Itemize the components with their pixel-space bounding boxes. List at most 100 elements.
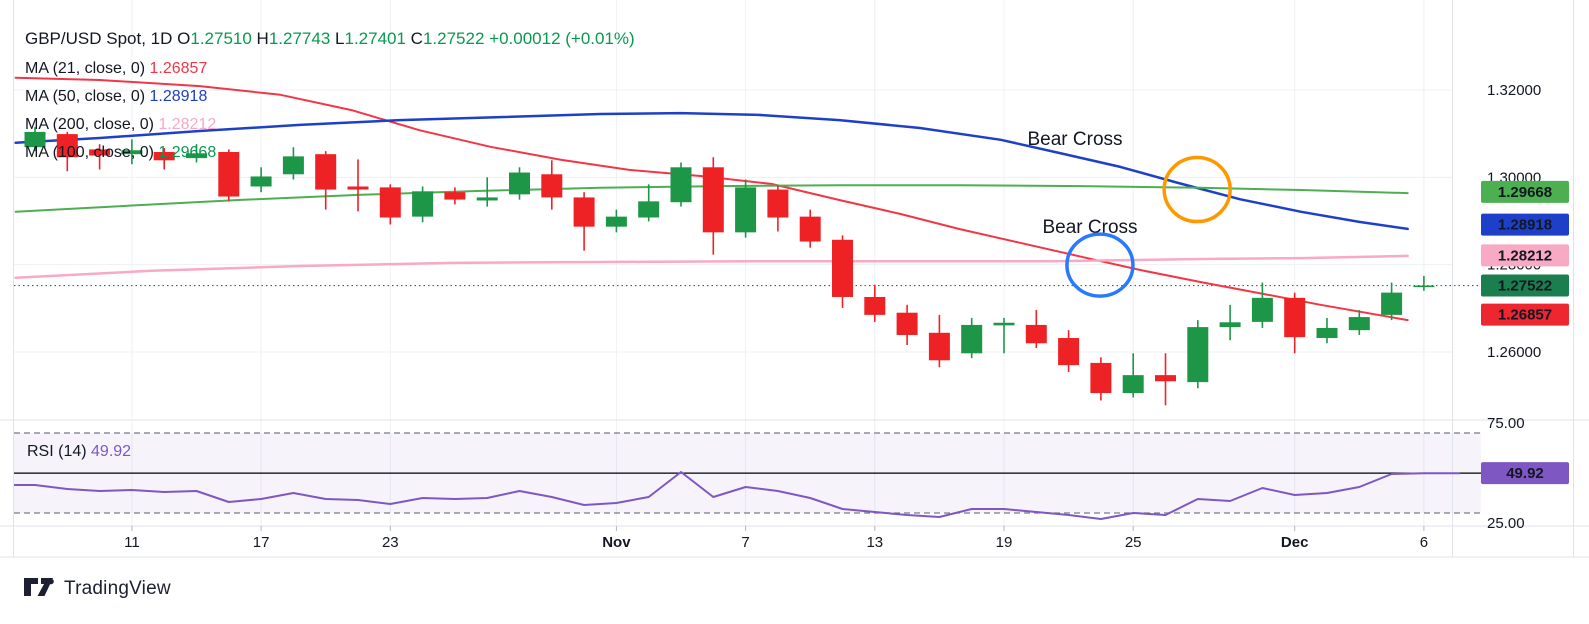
candle <box>767 185 789 232</box>
ma-legend-row[interactable]: MA (200, close, 0) 1.28212 <box>25 116 216 133</box>
tradingview-logo[interactable]: TradingView <box>24 578 171 599</box>
candle-body <box>1155 375 1176 382</box>
ma-line-ma200 <box>14 254 1409 280</box>
candle <box>476 177 498 207</box>
price-badge-bg <box>1481 244 1569 267</box>
candle-body <box>153 152 175 161</box>
price-scale[interactable]: 1.320001.300001.280001.2600075.0025.001.… <box>1481 82 1569 532</box>
time-axis-label[interactable]: Dec <box>1281 534 1309 551</box>
candle-body <box>1348 317 1370 331</box>
candle <box>1122 353 1144 398</box>
bear-cross-orange-circle[interactable] <box>1162 155 1232 224</box>
bear-cross-blue-circle[interactable] <box>1065 232 1135 298</box>
time-axis-label[interactable]: 25 <box>1125 534 1142 551</box>
candle-body <box>638 201 660 218</box>
price-badge-bg <box>1481 303 1569 326</box>
candle-body <box>799 216 821 242</box>
bear-cross-label-blue[interactable]: Bear Cross <box>1042 217 1137 238</box>
time-axis-label[interactable]: 11 <box>124 534 140 551</box>
candle <box>605 209 627 233</box>
price-badge-bg <box>1481 213 1569 236</box>
candle <box>832 235 853 308</box>
symbol-title[interactable]: GBP/USD Spot, 1D O1.27510 H1.27743 L1.27… <box>25 29 635 48</box>
price-badge-value: 1.27522 <box>1498 278 1552 295</box>
candle-body <box>379 187 401 218</box>
candle <box>509 167 530 200</box>
time-axis-label[interactable]: 6 <box>1420 534 1428 551</box>
candle <box>153 148 175 170</box>
candle <box>670 162 692 207</box>
candle <box>1316 317 1338 344</box>
candle <box>1058 330 1080 373</box>
candle-body <box>347 186 369 190</box>
candle-body <box>767 189 789 218</box>
price-axis-label: 1.26000 <box>1487 344 1541 361</box>
candle <box>379 184 401 225</box>
rsi-badge-bg <box>1481 462 1569 485</box>
candle <box>89 144 111 170</box>
price-badge: 1.28212 <box>1481 244 1569 267</box>
candle-body <box>89 149 111 156</box>
annotations[interactable]: Bear Cross Bear Cross <box>1027 129 1232 298</box>
rsi-indicator-label[interactable]: RSI (14) 49.92 <box>27 443 131 460</box>
time-axis-label[interactable]: 19 <box>996 534 1013 551</box>
candle <box>961 317 983 359</box>
candle <box>1381 282 1403 321</box>
candle-body <box>218 152 240 197</box>
time-axis-label[interactable]: 23 <box>382 534 399 551</box>
candle <box>282 147 304 180</box>
brand-wordmark: TradingView <box>64 578 171 599</box>
candle <box>56 131 78 172</box>
candle <box>1219 304 1241 341</box>
candle-body <box>605 216 627 227</box>
time-scale[interactable]: 11 17 23 Nov 7 13 19 25 Dec 6 <box>124 526 1428 551</box>
candle <box>1251 282 1273 328</box>
pane-separators <box>0 0 1589 558</box>
candle <box>1413 275 1435 291</box>
time-axis-label[interactable]: 13 <box>866 534 883 551</box>
candle-body <box>1090 362 1112 394</box>
candle-body <box>670 167 692 203</box>
price-series[interactable] <box>14 76 1481 406</box>
price-axis-label: 1.32000 <box>1487 82 1541 99</box>
candle-body <box>476 197 498 201</box>
candle-body <box>1316 327 1338 339</box>
candle <box>1155 353 1176 406</box>
price-badge-value: 1.28212 <box>1498 247 1552 264</box>
candle-body <box>1251 297 1273 322</box>
time-axis-label[interactable]: Nov <box>602 534 631 551</box>
rsi-series[interactable] <box>14 471 1460 520</box>
candle-body <box>1284 297 1306 338</box>
rsi-axis-label: 75.00 <box>1487 415 1525 432</box>
legend[interactable]: GBP/USD Spot, 1D O1.27510 H1.27743 L1.27… <box>25 29 635 460</box>
candle <box>218 149 240 202</box>
candle-body <box>864 296 886 315</box>
ma-legend-row[interactable]: MA (100, close, 0) 1.29668 <box>25 144 216 161</box>
candle <box>541 160 563 210</box>
time-axis-label[interactable]: 17 <box>253 534 270 551</box>
candle <box>315 151 337 210</box>
ma-legend-row[interactable]: MA (21, close, 0) 1.26857 <box>25 60 207 77</box>
bear-cross-label-orange[interactable]: Bear Cross <box>1027 129 1122 150</box>
candle <box>573 192 595 251</box>
candle-body <box>1122 375 1144 394</box>
price-badge-value: 1.26857 <box>1498 307 1552 324</box>
ma-line-ma21 <box>14 76 1409 322</box>
candle-body <box>702 167 724 233</box>
candle-body <box>412 191 434 217</box>
candle <box>444 187 466 205</box>
time-axis-label[interactable]: 7 <box>741 534 749 551</box>
price-badge-bg <box>1481 180 1569 203</box>
candle-body <box>573 197 595 227</box>
candle-body <box>282 156 304 175</box>
price-badge: 1.26857 <box>1481 303 1569 326</box>
rsi-badge-value: 49.92 <box>1506 465 1544 482</box>
ma-line-ma50 <box>14 111 1409 231</box>
price-badge-value: 1.28918 <box>1498 217 1552 234</box>
candle <box>24 127 46 152</box>
candle <box>412 186 434 223</box>
ma-legend-row[interactable]: MA (50, close, 0) 1.28918 <box>25 88 207 105</box>
price-badge: 1.27522 <box>1481 274 1569 297</box>
candle-body <box>1381 292 1403 315</box>
